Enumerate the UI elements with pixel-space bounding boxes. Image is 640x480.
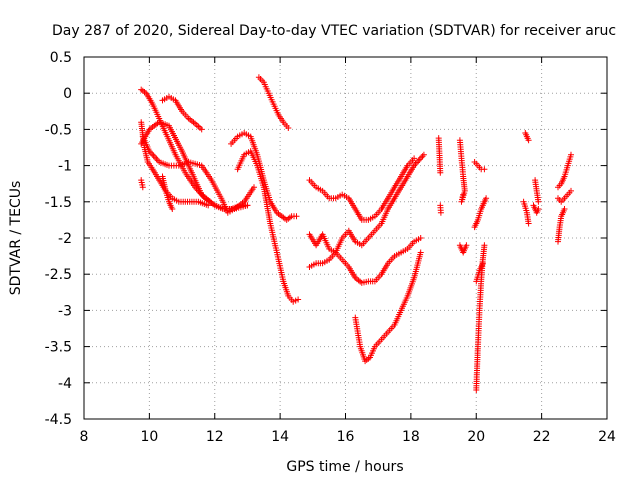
series-arc-m [306, 235, 424, 286]
series-arc-o [435, 135, 444, 176]
series-arc-b [138, 86, 251, 212]
series-arc-x [520, 198, 532, 227]
data-point [417, 235, 424, 241]
data-point [483, 195, 490, 202]
data-point [525, 137, 532, 144]
data-point [568, 151, 574, 158]
series-arc-ab [555, 187, 574, 205]
series-arc-y [532, 177, 542, 205]
x-tick-label: 14 [271, 429, 289, 445]
series-arc-u [473, 242, 488, 393]
series-arc-j [255, 74, 292, 131]
series-arc-k [306, 155, 418, 223]
data-point [418, 154, 425, 161]
y-tick-label: -1.5 [45, 195, 72, 211]
x-tick-label: 20 [467, 429, 485, 445]
gridlines [84, 57, 607, 419]
series-arc-f [159, 173, 176, 212]
data-points [138, 74, 574, 393]
y-tick-label: -3 [58, 303, 72, 319]
series-arc-g [138, 177, 146, 191]
x-tick-label: 10 [140, 429, 158, 445]
data-point [463, 242, 470, 249]
data-point [479, 260, 486, 267]
x-tick-label: 24 [598, 429, 616, 445]
series-arc-ac [555, 206, 568, 245]
data-point [139, 184, 146, 191]
data-point [481, 166, 488, 173]
y-tick-label: -0.5 [45, 122, 72, 138]
x-axis-label: GPS time / hours [286, 459, 403, 475]
y-tick-label: 0 [63, 86, 72, 102]
series-arc-d [159, 93, 205, 133]
series-arc-s [471, 159, 488, 173]
data-point [417, 249, 424, 256]
series-arc-p [437, 202, 444, 216]
data-point [411, 155, 418, 162]
data-point [205, 202, 212, 209]
y-tick-label: -4 [58, 376, 72, 392]
series-arc-r [456, 242, 470, 256]
y-tick-label: -1 [58, 159, 72, 175]
series-arc-w [522, 130, 532, 144]
data-point [293, 213, 300, 220]
chart-title: Day 287 of 2020, Sidereal Day-to-day VTE… [52, 23, 616, 39]
data-point [535, 198, 542, 205]
series-arc-c [139, 133, 257, 216]
series-arc-t [471, 195, 490, 231]
series-arc-q [456, 137, 468, 205]
x-tick-label: 16 [337, 429, 355, 445]
data-point [198, 126, 205, 133]
data-point [568, 187, 574, 194]
series-arc-aa [555, 151, 574, 191]
y-tick-label: -2 [58, 231, 72, 247]
data-point [460, 191, 467, 198]
series-arc-a [138, 119, 251, 212]
data-point [437, 169, 444, 176]
x-tick-label: 12 [206, 429, 224, 445]
data-point [153, 155, 160, 162]
data-point [481, 242, 488, 249]
data-point [244, 202, 251, 209]
data-point [535, 206, 542, 212]
data-point [437, 209, 444, 216]
data-point [416, 156, 423, 163]
data-point [169, 206, 176, 212]
data-point [152, 154, 158, 161]
series-arc-z [530, 202, 542, 216]
x-tick-label: 22 [533, 429, 551, 445]
x-tick-label: 18 [402, 429, 420, 445]
x-tick-label: 8 [80, 429, 89, 445]
y-axis-label: SDTVAR / TECUs [8, 181, 24, 296]
series-arc-v [473, 260, 486, 285]
data-point [251, 184, 257, 191]
y-tick-label: -3.5 [45, 340, 72, 356]
series-arc-n [352, 249, 424, 365]
data-point [561, 206, 568, 212]
data-point [420, 151, 427, 158]
y-tick-label: 0.5 [50, 50, 72, 66]
data-point [295, 296, 302, 303]
axis-ticks: 8 10 12 14 16 18 20 22 24 0.5 0 -0.5 -1 -1.5 -2 -2.5 -3 -… [45, 50, 616, 445]
y-tick-label: -4.5 [45, 412, 72, 428]
data-point [525, 220, 532, 227]
y-tick-label: -2.5 [45, 267, 72, 283]
data-point [285, 125, 292, 131]
series-arc-i [234, 148, 302, 305]
